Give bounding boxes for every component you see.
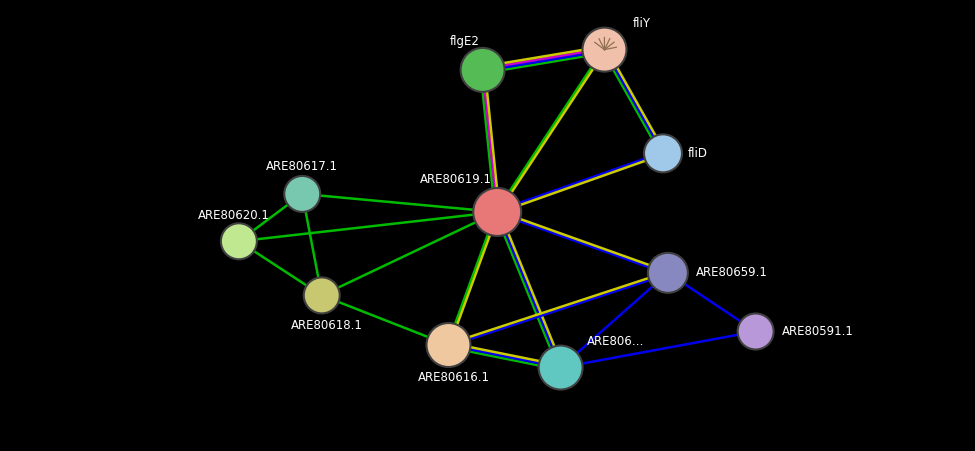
Text: ARE80618.1: ARE80618.1 — [291, 319, 363, 332]
Circle shape — [644, 134, 682, 172]
Circle shape — [221, 223, 256, 259]
Text: fliY: fliY — [633, 17, 650, 30]
Circle shape — [285, 176, 320, 212]
Circle shape — [473, 188, 522, 236]
Circle shape — [426, 323, 471, 367]
Text: ARE80616.1: ARE80616.1 — [417, 371, 489, 383]
Text: ARE80619.1: ARE80619.1 — [420, 174, 492, 186]
Text: ARE80591.1: ARE80591.1 — [782, 325, 853, 338]
Text: ARE80617.1: ARE80617.1 — [266, 161, 338, 174]
Circle shape — [460, 48, 505, 92]
Circle shape — [304, 277, 339, 313]
Text: ARE80659.1: ARE80659.1 — [696, 267, 767, 279]
Text: ARE806…: ARE806… — [587, 335, 644, 348]
Text: ARE80620.1: ARE80620.1 — [198, 209, 270, 222]
Circle shape — [647, 253, 688, 293]
Circle shape — [738, 313, 773, 350]
Circle shape — [582, 28, 627, 72]
Circle shape — [538, 345, 583, 390]
Text: flgE2: flgE2 — [449, 36, 480, 48]
Text: fliD: fliD — [688, 147, 708, 160]
